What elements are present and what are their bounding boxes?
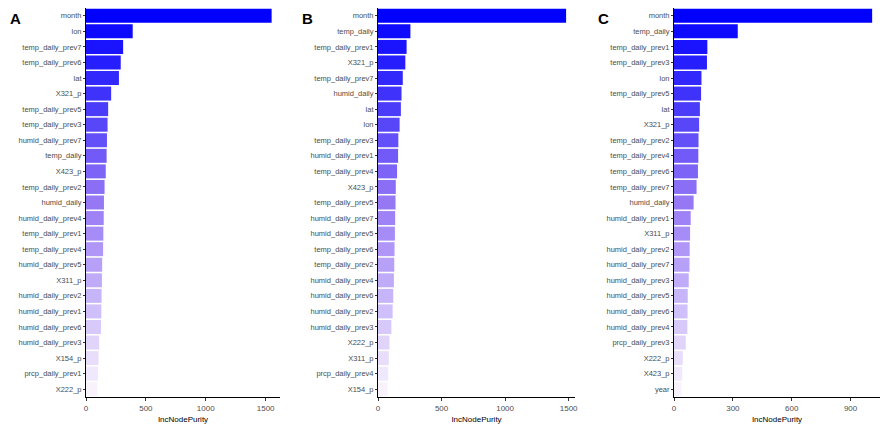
svg-text:humid_daily_prev2: humid_daily_prev2 xyxy=(311,307,374,316)
svg-text:IncNodePurity: IncNodePurity xyxy=(158,415,208,424)
svg-text:temp_daily_prev2: temp_daily_prev2 xyxy=(22,183,81,192)
svg-text:humid_daily_prev1: humid_daily_prev1 xyxy=(19,307,82,316)
svg-text:humid_daily_prev4: humid_daily_prev4 xyxy=(19,214,82,223)
svg-text:temp_daily_prev7: temp_daily_prev7 xyxy=(22,43,81,52)
svg-text:X222_p: X222_p xyxy=(644,354,670,363)
svg-text:1500: 1500 xyxy=(257,404,275,413)
svg-text:lon: lon xyxy=(71,27,81,36)
svg-text:0: 0 xyxy=(376,404,381,413)
svg-text:lon: lon xyxy=(659,74,669,83)
svg-text:X154_p: X154_p xyxy=(56,354,82,363)
svg-text:X423_p: X423_p xyxy=(56,167,82,176)
svg-text:humid_daily_prev6: humid_daily_prev6 xyxy=(607,307,670,316)
svg-text:humid_daily_prev2: humid_daily_prev2 xyxy=(19,291,82,300)
svg-text:humid_daily_prev4: humid_daily_prev4 xyxy=(311,276,374,285)
svg-text:1000: 1000 xyxy=(496,404,514,413)
svg-text:humid_daily_prev6: humid_daily_prev6 xyxy=(19,323,82,332)
svg-text:temp_daily_prev1: temp_daily_prev1 xyxy=(314,43,373,52)
svg-text:temp_daily_prev7: temp_daily_prev7 xyxy=(610,183,669,192)
svg-text:temp_daily_prev5: temp_daily_prev5 xyxy=(610,89,669,98)
svg-text:X321_p: X321_p xyxy=(56,89,82,98)
svg-text:IncNodePurity: IncNodePurity xyxy=(451,415,501,424)
svg-text:humid_daily_prev5: humid_daily_prev5 xyxy=(19,260,82,269)
svg-text:temp_daily_prev5: temp_daily_prev5 xyxy=(22,105,81,114)
svg-text:C: C xyxy=(598,10,609,27)
svg-text:500: 500 xyxy=(435,404,449,413)
svg-text:X311_p: X311_p xyxy=(348,354,373,363)
svg-text:temp_daily_prev6: temp_daily_prev6 xyxy=(22,58,81,67)
svg-text:temp_daily_prev3: temp_daily_prev3 xyxy=(22,120,81,129)
svg-text:humid_daily: humid_daily xyxy=(333,89,373,98)
svg-text:month: month xyxy=(61,11,82,20)
svg-text:lat: lat xyxy=(74,74,83,83)
svg-text:prcp_daily_prev4: prcp_daily_prev4 xyxy=(316,369,373,378)
svg-text:humid_daily_prev4: humid_daily_prev4 xyxy=(607,323,670,332)
svg-text:temp_daily_prev2: temp_daily_prev2 xyxy=(314,260,373,269)
svg-text:humid_daily_prev5: humid_daily_prev5 xyxy=(311,229,374,238)
svg-text:temp_daily: temp_daily xyxy=(45,151,82,160)
svg-text:lat: lat xyxy=(366,105,375,114)
svg-text:lon: lon xyxy=(363,120,373,129)
svg-text:temp_daily_prev1: temp_daily_prev1 xyxy=(610,43,669,52)
svg-text:temp_daily_prev5: temp_daily_prev5 xyxy=(314,198,373,207)
svg-text:humid_daily_prev2: humid_daily_prev2 xyxy=(607,245,670,254)
svg-text:0: 0 xyxy=(84,404,89,413)
svg-text:X311_p: X311_p xyxy=(56,276,81,285)
svg-text:humid_daily_prev3: humid_daily_prev3 xyxy=(311,323,374,332)
svg-text:X222_p: X222_p xyxy=(56,385,82,394)
svg-text:X423_p: X423_p xyxy=(348,183,374,192)
svg-text:X321_p: X321_p xyxy=(348,58,374,67)
svg-text:temp_daily_prev4: temp_daily_prev4 xyxy=(22,245,81,254)
svg-text:temp_daily_prev4: temp_daily_prev4 xyxy=(610,151,669,160)
svg-text:temp_daily_prev1: temp_daily_prev1 xyxy=(22,229,81,238)
svg-text:X423_p: X423_p xyxy=(644,369,670,378)
svg-text:humid_daily_prev1: humid_daily_prev1 xyxy=(311,151,374,160)
svg-text:temp_daily: temp_daily xyxy=(633,27,670,36)
svg-text:humid_daily_prev1: humid_daily_prev1 xyxy=(607,214,670,223)
svg-text:X311_p: X311_p xyxy=(644,229,669,238)
svg-text:temp_daily: temp_daily xyxy=(337,27,374,36)
svg-text:humid_daily: humid_daily xyxy=(629,198,669,207)
svg-text:500: 500 xyxy=(139,404,153,413)
svg-text:humid_daily_prev3: humid_daily_prev3 xyxy=(19,338,82,347)
svg-text:lat: lat xyxy=(662,105,671,114)
svg-text:1500: 1500 xyxy=(560,404,578,413)
svg-text:humid_daily_prev3: humid_daily_prev3 xyxy=(607,276,670,285)
svg-text:temp_daily_prev6: temp_daily_prev6 xyxy=(314,245,373,254)
svg-text:IncNodePurity: IncNodePurity xyxy=(752,415,802,424)
svg-text:temp_daily_prev6: temp_daily_prev6 xyxy=(610,167,669,176)
svg-text:year: year xyxy=(655,385,670,394)
svg-text:0: 0 xyxy=(672,404,677,413)
svg-text:B: B xyxy=(302,10,313,27)
svg-text:temp_daily_prev4: temp_daily_prev4 xyxy=(314,167,373,176)
svg-text:600: 600 xyxy=(785,404,799,413)
svg-text:temp_daily_prev2: temp_daily_prev2 xyxy=(610,136,669,145)
svg-text:X154_p: X154_p xyxy=(348,385,374,394)
svg-text:A: A xyxy=(10,10,21,27)
svg-text:humid_daily_prev7: humid_daily_prev7 xyxy=(19,136,82,145)
svg-text:temp_daily_prev7: temp_daily_prev7 xyxy=(314,74,373,83)
svg-text:X321_p: X321_p xyxy=(644,120,670,129)
svg-text:humid_daily: humid_daily xyxy=(41,198,81,207)
svg-text:month: month xyxy=(353,11,374,20)
svg-text:prcp_daily_prev3: prcp_daily_prev3 xyxy=(612,338,669,347)
svg-text:humid_daily_prev7: humid_daily_prev7 xyxy=(311,214,374,223)
svg-text:prcp_daily_prev1: prcp_daily_prev1 xyxy=(24,369,81,378)
svg-text:temp_daily_prev3: temp_daily_prev3 xyxy=(314,136,373,145)
svg-text:300: 300 xyxy=(726,404,740,413)
svg-text:humid_daily_prev5: humid_daily_prev5 xyxy=(607,291,670,300)
svg-text:humid_daily_prev6: humid_daily_prev6 xyxy=(311,291,374,300)
svg-text:humid_daily_prev7: humid_daily_prev7 xyxy=(607,260,670,269)
svg-text:1000: 1000 xyxy=(197,404,215,413)
svg-text:month: month xyxy=(649,11,670,20)
svg-text:temp_daily_prev3: temp_daily_prev3 xyxy=(610,58,669,67)
svg-text:X222_p: X222_p xyxy=(348,338,374,347)
svg-text:900: 900 xyxy=(844,404,858,413)
